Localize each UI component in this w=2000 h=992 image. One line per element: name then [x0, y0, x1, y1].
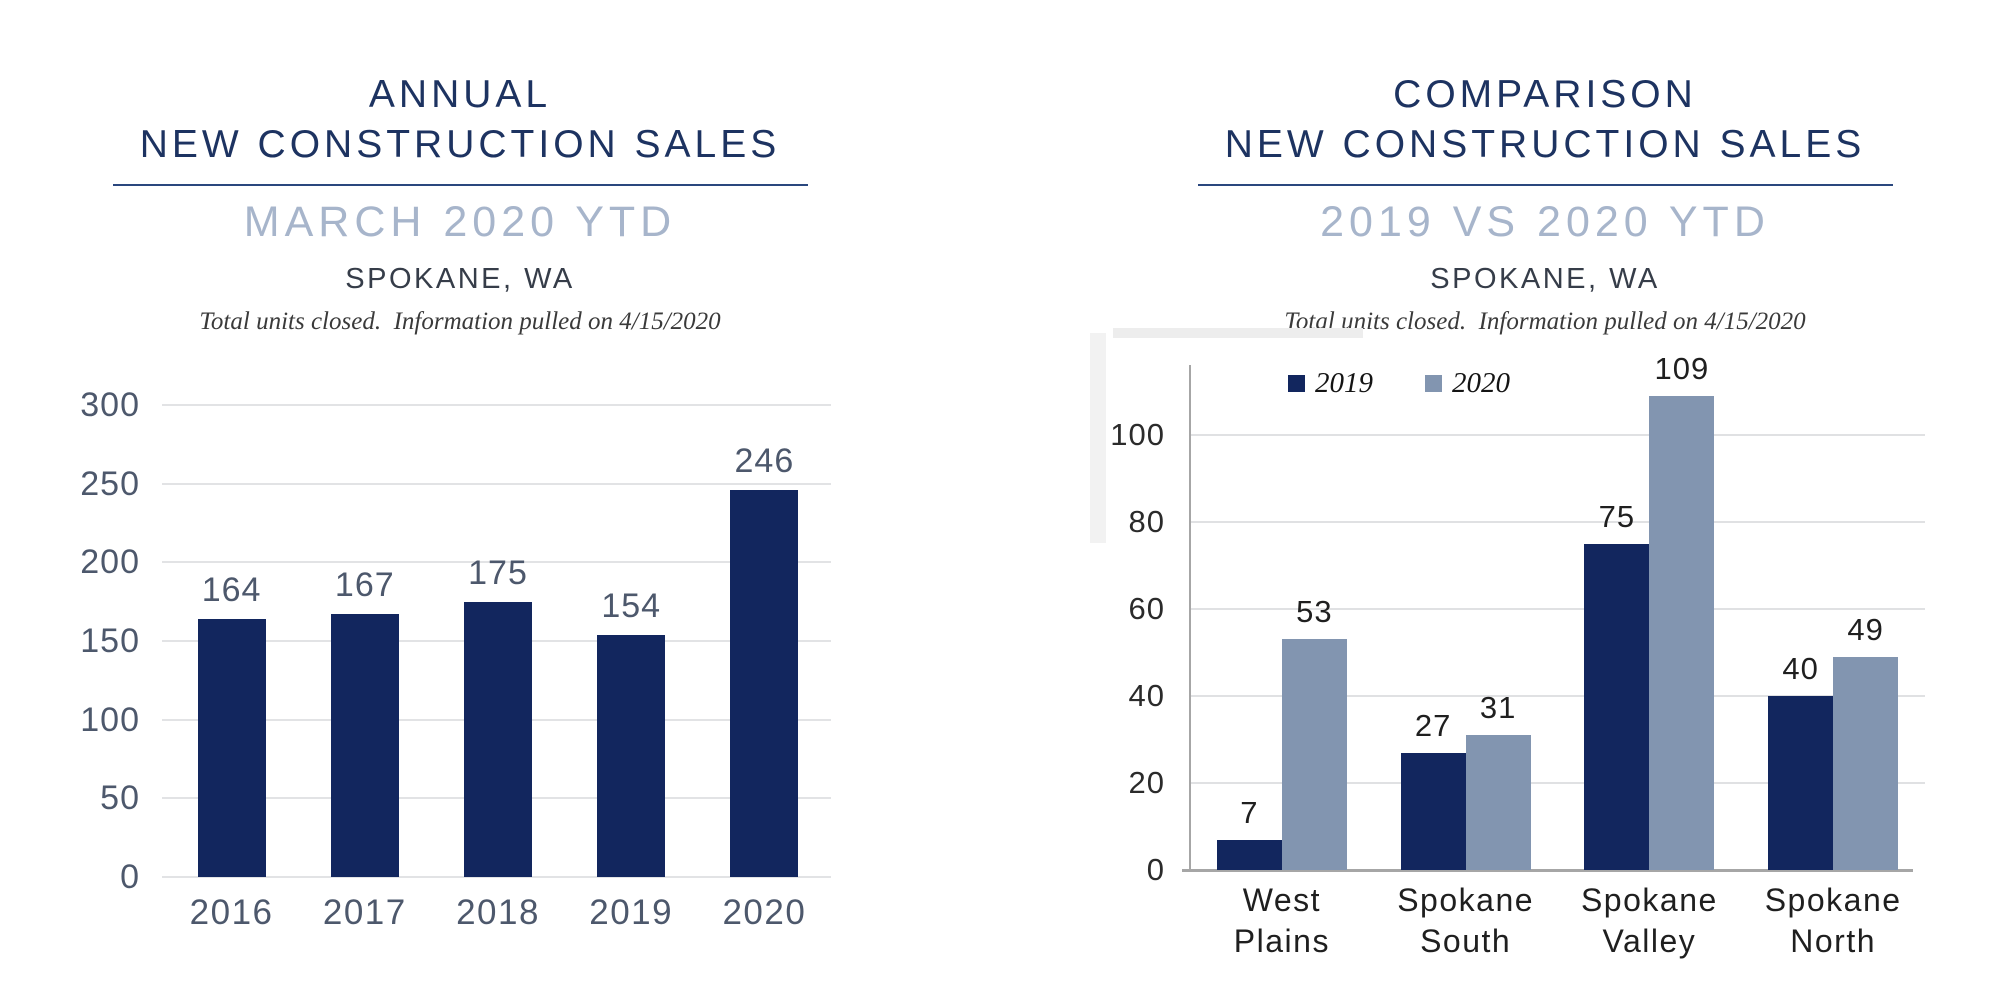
bar-2020-west-plains [1281, 639, 1347, 870]
bar-2019-spokane-valley [1584, 543, 1650, 870]
value-label-27: 27 [1414, 707, 1452, 743]
chart-location: SPOKANE, WA [1430, 263, 1660, 295]
y-axis-tick-50: 50 [100, 779, 140, 818]
plot-border-artifact-horizontal [1113, 328, 1363, 338]
gridline-20 [1190, 782, 1925, 784]
gridline-60 [1190, 608, 1925, 610]
legend-swatch-2019 [1288, 375, 1305, 392]
gridline-80 [1190, 521, 1925, 523]
y-axis-tick-80: 80 [1128, 504, 1165, 539]
value-label-109: 109 [1654, 350, 1710, 386]
comparison-sales-panel: COMPARISON NEW CONSTRUCTION SALES 2019 V… [1000, 0, 2000, 992]
y-axis-tick-150: 150 [80, 622, 140, 660]
value-label-167: 167 [334, 566, 395, 605]
annual-sales-panel: ANNUAL NEW CONSTRUCTION SALES MARCH 2020… [0, 70, 920, 932]
value-label-175: 175 [468, 553, 528, 592]
value-label-7: 7 [1240, 794, 1259, 830]
chart-subtitle: MARCH 2020 YTD [243, 198, 677, 246]
bar-2020-spokane-south [1465, 735, 1531, 870]
annual-chart-header: ANNUAL NEW CONSTRUCTION SALES MARCH 2020… [0, 70, 920, 336]
legend-label-2020: 2020 [1452, 367, 1510, 399]
x-axis-label-spokane-south: Spokane South [1397, 882, 1535, 959]
gridline-200 [162, 561, 831, 564]
bar-2020-spokane-valley [1649, 395, 1715, 870]
x-axis-line [1182, 869, 1913, 872]
y-axis-tick-40: 40 [1128, 678, 1165, 713]
chart-location: SPOKANE, WA [345, 263, 575, 295]
x-axis-label-2018: 2018 [456, 893, 540, 932]
chart-subtitle: 2019 VS 2020 YTD [1320, 198, 1770, 246]
comparison-chart-header: COMPARISON NEW CONSTRUCTION SALES 2019 V… [1090, 70, 2000, 336]
bar-2016 [197, 618, 266, 877]
chart-title-line2: NEW CONSTRUCTION SALES [139, 123, 781, 166]
legend-swatch-2020 [1425, 375, 1442, 392]
y-axis-tick-250: 250 [80, 464, 140, 503]
chart-title-line1: ANNUAL [368, 73, 552, 116]
y-axis-tick-0: 0 [1146, 852, 1165, 887]
y-axis-line [1189, 365, 1191, 870]
value-label-246: 246 [734, 441, 795, 480]
x-axis-label-spokane-north: Spokane North [1764, 882, 1902, 959]
legend-item-2019: 2019 [1288, 367, 1373, 400]
y-axis-tick-300: 300 [80, 386, 140, 424]
legend-label-2019: 2019 [1315, 367, 1373, 399]
value-label-49: 49 [1847, 611, 1884, 647]
title-divider-rule [112, 184, 808, 186]
value-label-53: 53 [1296, 594, 1333, 630]
gridline-0 [162, 876, 831, 878]
title-divider-rule [1197, 184, 1893, 186]
value-label-164: 164 [201, 570, 262, 609]
value-label-75: 75 [1598, 498, 1636, 534]
value-label-31: 31 [1479, 690, 1517, 726]
chart-legend: 2019 2020 [1288, 367, 1510, 400]
y-axis-tick-200: 200 [80, 543, 140, 582]
chart-title-line2: NEW CONSTRUCTION SALES [1224, 123, 1866, 166]
bar-2020-spokane-north [1833, 656, 1899, 870]
x-axis-label-2019: 2019 [589, 893, 674, 932]
gridline-300 [162, 404, 831, 406]
chart-footnote: Total units closed. Information pulled o… [199, 308, 721, 335]
comparison-bar-chart: 0 20 40 60 80 100 7 27 75 40 53 31 109 49 West Plains S… [1000, 0, 2000, 992]
y-axis-tick-60: 60 [1128, 591, 1165, 626]
chart-footnote: Total units closed. Information pulled o… [1284, 308, 1806, 335]
y-axis-tick-0: 0 [120, 858, 140, 896]
bar-2019-spokane-south [1400, 752, 1466, 870]
bar-2019 [597, 634, 666, 877]
x-axis-label-west-plains: West Plains [1233, 882, 1330, 959]
value-label-40: 40 [1782, 651, 1819, 686]
x-axis-label-spokane-valley: Spokane Valley [1580, 882, 1718, 959]
value-label-154: 154 [601, 586, 662, 625]
gridline-100 [1190, 434, 1925, 436]
gridline-250 [162, 482, 831, 485]
bar-2019-west-plains [1216, 839, 1282, 870]
legend-item-2020: 2020 [1425, 367, 1510, 400]
x-axis-label-2016: 2016 [189, 893, 274, 932]
plot-border-artifact-vertical [1090, 333, 1106, 543]
gridline-40 [1190, 695, 1925, 697]
y-axis-tick-100: 100 [1110, 417, 1165, 452]
bar-2018 [464, 601, 532, 877]
chart-title: COMPARISON NEW CONSTRUCTION SALES [1090, 70, 2000, 170]
bar-2020 [730, 489, 799, 877]
annual-bar-chart: 0 50 100 150 200 250 300 164 167 175 154 246 2016 201… [80, 386, 831, 932]
bar-2019-spokane-north [1768, 696, 1834, 870]
y-axis-tick-20: 20 [1128, 765, 1165, 800]
y-axis-tick-100: 100 [80, 700, 140, 739]
chart-title-line1: COMPARISON [1393, 73, 1697, 116]
x-axis-label-2017: 2017 [322, 893, 407, 932]
x-axis-label-2020: 2020 [722, 893, 807, 932]
chart-title: ANNUAL NEW CONSTRUCTION SALES [0, 70, 920, 170]
bar-2017 [330, 614, 399, 877]
